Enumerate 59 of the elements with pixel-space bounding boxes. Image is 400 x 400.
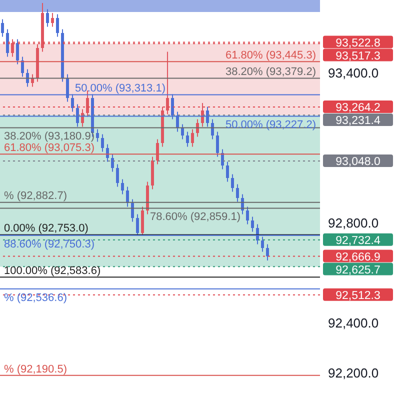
candlestick (96, 128, 99, 142)
candlestick (156, 138, 159, 165)
candlestick (126, 186, 129, 208)
ref-line-label: 61.80% (93,075.3) (4, 142, 95, 154)
candlestick (181, 124, 184, 140)
candlestick (121, 178, 124, 195)
candlestick (211, 118, 214, 140)
candlestick (16, 38, 19, 65)
ref-line-label: 93,048.0 (336, 156, 380, 168)
candlestick (1, 18, 4, 38)
ref-line-label: 50.00% (93,313.1) (75, 82, 166, 95)
candlestick (86, 90, 89, 118)
ref-line-label: 93,517.3 (336, 50, 380, 62)
candlestick (106, 144, 109, 162)
candlestick (141, 206, 144, 236)
y-tick-label: 92,400.0 (328, 316, 379, 331)
candlestick (236, 184, 239, 202)
candlestick (216, 131, 219, 158)
ref-line-label: % (92,190.5) (4, 363, 67, 376)
candlestick (31, 74, 34, 88)
candlestick (46, 8, 49, 28)
ref-line-label: 92,625.7 (336, 264, 380, 276)
candlestick (6, 28, 9, 58)
ref-line-label: 93,522.8 (336, 37, 380, 50)
candlestick (246, 206, 249, 225)
ref-line-label: 92,732.4 (336, 234, 381, 247)
ref-line-label: 88.60% (92,750.3) (4, 238, 95, 250)
candlestick (21, 56, 24, 78)
candlestick (111, 154, 114, 172)
ref-line-label: 93,264.2 (336, 102, 380, 114)
candlestick (251, 216, 254, 232)
candlestick (101, 134, 104, 152)
ref-line-label: 38.20% (93,379.2) (225, 66, 316, 78)
ref-line-label: 92,512.3 (336, 290, 380, 302)
candlestick (266, 244, 269, 261)
candlestick (116, 164, 119, 188)
y-tick-label: 92,200.0 (328, 366, 379, 381)
ref-line-label: % (92,882.7) (4, 190, 67, 202)
candlestick (186, 131, 189, 148)
ref-line-label: 93,231.4 (336, 114, 381, 127)
y-tick-label: 93,400.0 (328, 66, 379, 81)
ref-line-label: 92,666.9 (336, 251, 380, 264)
candlestick (166, 51, 169, 115)
y-tick-label: 92,800.0 (328, 216, 379, 231)
candlestick (56, 14, 59, 38)
candlestick (51, 12, 54, 28)
candlestick (196, 118, 199, 138)
candlestick (226, 161, 229, 182)
candlestick (26, 68, 29, 88)
candlestick (191, 128, 194, 148)
ref-line-label: 0.00% (92,753.0) (4, 222, 88, 235)
candlestick (231, 174, 234, 192)
candlestick (131, 198, 134, 222)
ref-line-label: % (92,536.6) (4, 292, 67, 304)
ref-line-label: 38.20% (93,180.9) (4, 130, 95, 143)
ref-line-label: 78.60% (92,859.1) (150, 211, 241, 224)
ref-line-label: 61.80% (93,445.3) (225, 50, 316, 62)
ref-line-label: 100.00% (92,583.6) (4, 265, 101, 278)
candlestick (11, 38, 14, 58)
